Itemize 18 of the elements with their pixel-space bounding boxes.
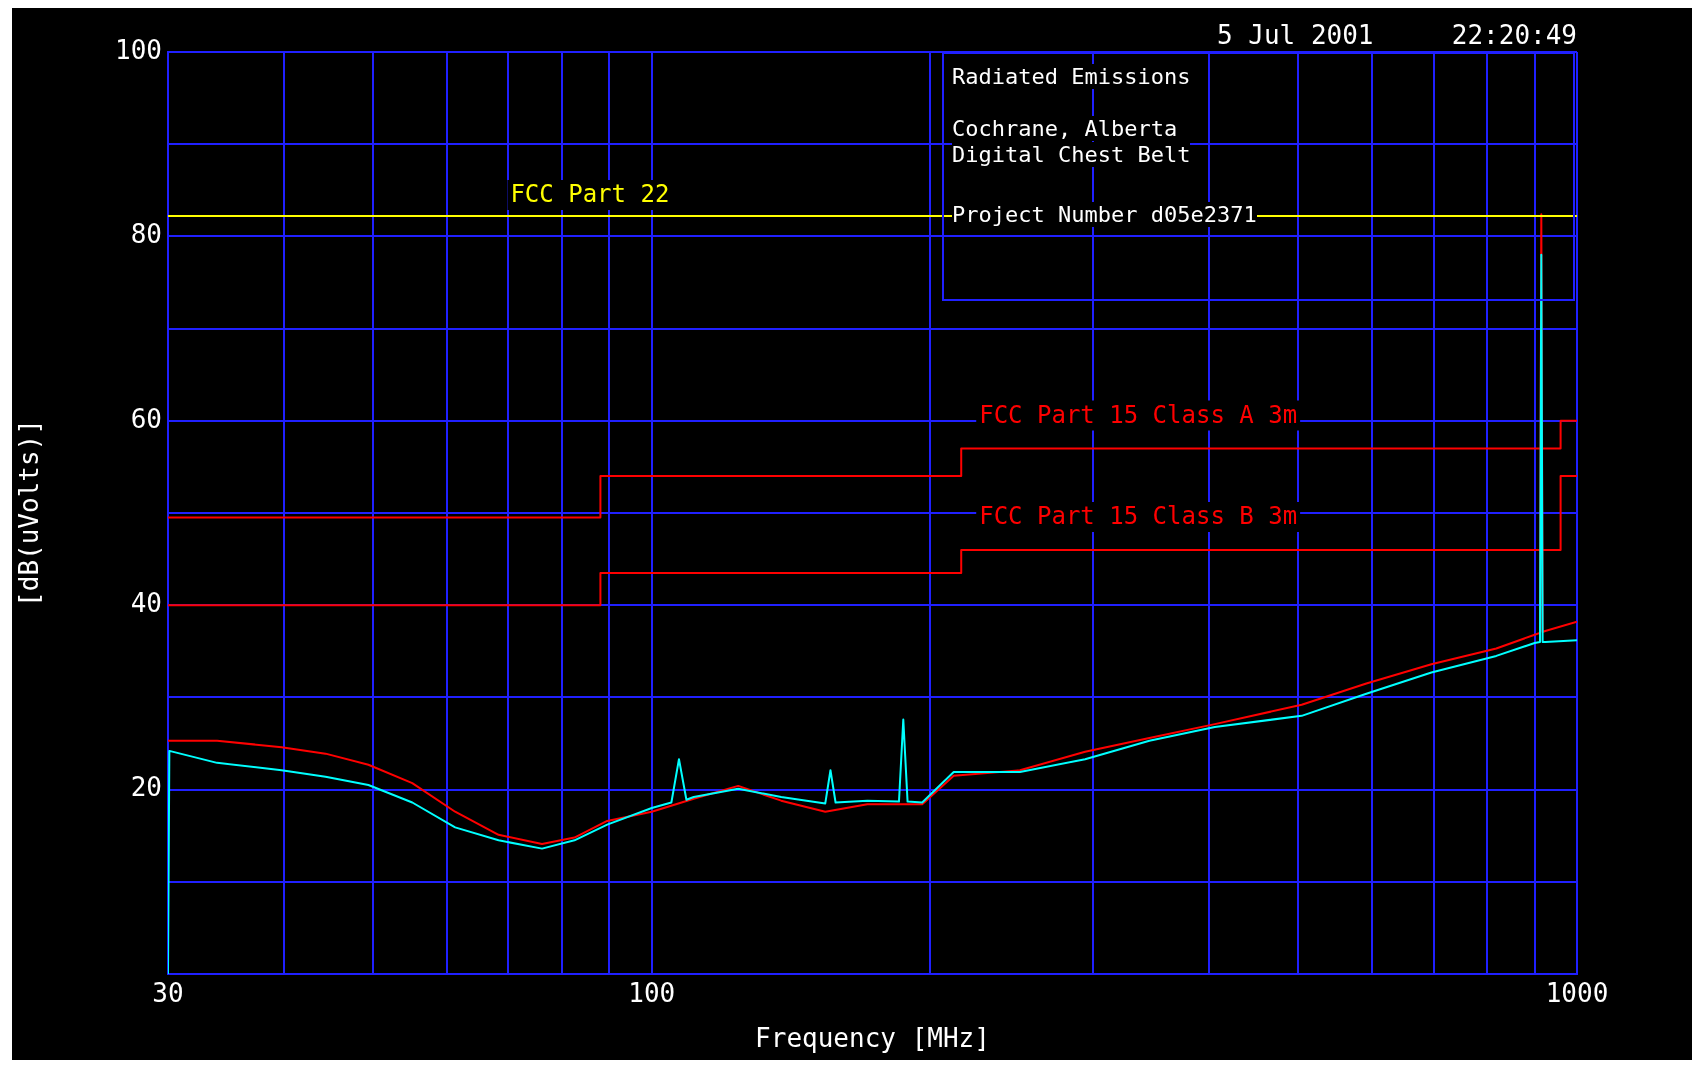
y-tick-label: 60 [130,403,162,434]
x-tick-label: 1000 [1545,978,1609,1009]
y-tick-label: 20 [130,772,162,803]
annotation: Project Number d05e2371 [952,202,1257,227]
text: 5 Jul 2001 22:20:49 [1216,19,1577,50]
x-tick-label: 100 [628,978,676,1009]
ref-line-label: FCC Part 22 [510,180,670,209]
annotation: Digital Chest Belt [952,142,1191,167]
x-axis-title: Frequency [MHz] [755,1023,990,1054]
y-tick-label: 80 [130,219,162,250]
annotation: Cochrane, Alberta [952,116,1178,141]
series-label: FCC Part 15 Class A 3m [979,400,1298,429]
y-tick-label: 40 [130,587,162,618]
x-tick-label: 30 [152,978,184,1009]
info-panel: Radiated Emissions Cochrane, Alberta Digital Chest Belt Project Number d05e2371 [942,52,1575,301]
y-axis-title: [dB(uVolts)] [14,419,45,607]
series-label: FCC Part 15 Class B 3m [979,502,1298,531]
y-tick-label: 100 [115,34,162,65]
